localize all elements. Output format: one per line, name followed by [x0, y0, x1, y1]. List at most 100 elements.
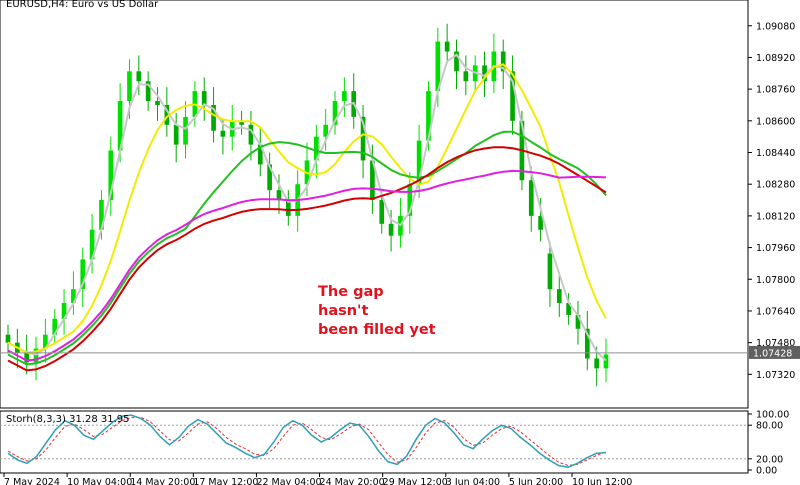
- main-pane: [0, 23, 748, 387]
- price-tick-label: 1.09080: [756, 21, 795, 32]
- stoch-tick-label: 0.00: [756, 466, 777, 477]
- candle-body: [314, 136, 319, 161]
- time-tick-label: 29 May 12:00: [383, 477, 448, 485]
- stoch-pane-frame: [0, 410, 749, 474]
- candle-body: [136, 71, 142, 82]
- candle-body: [164, 104, 170, 125]
- time-tick-label: 7 May 2024: [4, 477, 60, 485]
- stoch-tick-label: 100.00: [756, 410, 789, 421]
- candle-body: [435, 41, 441, 92]
- time-tick-label: 10 Jun 12:00: [572, 477, 632, 485]
- candle-body: [52, 318, 58, 335]
- ma-red-line: [7, 146, 607, 372]
- ma-gray-line: [7, 53, 607, 362]
- ma-magenta-line: [7, 169, 607, 362]
- candle-body: [80, 259, 86, 290]
- candle-body: [323, 124, 329, 137]
- candle-body: [584, 328, 590, 359]
- price-tick-label: 1.08600: [756, 116, 795, 127]
- candle-body: [155, 101, 160, 105]
- candle-body: [547, 253, 553, 290]
- price-tick-label: 1.07480: [756, 338, 795, 349]
- candle-body: [528, 180, 534, 216]
- candle-body: [332, 101, 338, 125]
- price-tick-label: 1.07960: [756, 243, 795, 254]
- annotation-line-2: been filled yet: [318, 322, 436, 338]
- candle-body: [575, 314, 581, 329]
- candle-body: [145, 81, 151, 102]
- candle-body: [173, 124, 179, 145]
- price-tick-label: 1.08920: [756, 53, 795, 64]
- candle-body: [267, 164, 272, 191]
- candle-body: [342, 91, 347, 102]
- ma-green-line: [7, 130, 607, 366]
- candle-body: [257, 144, 263, 165]
- candle-body: [201, 91, 207, 105]
- candle-body: [594, 358, 599, 369]
- gap-annotation: The gap hasn't been filled yet: [318, 283, 438, 340]
- candle-body: [556, 289, 562, 304]
- candle-body: [454, 51, 459, 72]
- candle-body: [379, 200, 385, 224]
- stoch-tick-label: 80.00: [756, 421, 783, 432]
- stochastic-label: Storh(8,3,3) 31.28 31.95: [6, 414, 130, 425]
- candle-body: [416, 140, 422, 185]
- candle-body: [127, 71, 132, 102]
- candle-body: [99, 200, 104, 230]
- candle-body: [61, 303, 67, 319]
- candle-body: [117, 101, 123, 151]
- symbol-label: EURUSD,H4:: [6, 0, 69, 10]
- current-price-label: 1.07428: [753, 348, 792, 359]
- candle-body: [276, 190, 282, 201]
- candle-body: [360, 116, 366, 161]
- candle-body: [5, 334, 11, 343]
- candle-body: [183, 116, 188, 145]
- time-tick-label: 24 May 20:00: [320, 477, 385, 485]
- time-tick-label: 3 Jun 04:00: [446, 477, 500, 485]
- axes: 1.09080 1.08920 1.08760 1.08600 1.08440 1.082…: [3, 21, 800, 485]
- candle-body: [89, 229, 95, 260]
- annotation-line-1: The gap hasn't: [318, 284, 384, 319]
- time-tick-label: 22 May 04:00: [256, 477, 321, 485]
- stoch-signal-line: [7, 416, 607, 467]
- symbol-description: Euro vs US Dollar: [71, 0, 159, 10]
- candle-body: [239, 120, 244, 125]
- current-price-box: [749, 345, 800, 359]
- stoch-tick-label: 20.00: [756, 454, 783, 465]
- price-tick-label: 1.08280: [756, 180, 795, 191]
- price-tick-label: 1.08120: [756, 211, 795, 222]
- price-tick-label: 1.08760: [756, 85, 795, 96]
- time-tick-label: 5 Jun 20:00: [509, 477, 563, 485]
- candle-body: [285, 200, 291, 216]
- time-tick-label: 17 May 12:00: [193, 477, 258, 485]
- time-tick-label: 14 May 20:00: [130, 477, 195, 485]
- candle-body: [43, 334, 48, 349]
- candle-body: [444, 41, 450, 52]
- ma-yellow-line: [7, 63, 607, 354]
- candle-body: [388, 223, 394, 236]
- time-tick-label: 10 May 04:00: [67, 477, 132, 485]
- chart-header: EURUSD,H4: Euro vs US Dollar: [6, 0, 158, 10]
- candle-body: [211, 104, 216, 131]
- candle-body: [108, 150, 114, 201]
- candle-body: [220, 130, 226, 137]
- candle-body: [538, 215, 543, 230]
- price-tick-label: 1.08440: [756, 148, 795, 159]
- candle-body: [603, 354, 609, 369]
- price-tick-label: 1.07640: [756, 306, 795, 317]
- candle-body: [510, 71, 515, 121]
- candle-body: [566, 303, 571, 315]
- candle-body: [24, 352, 30, 363]
- candle-body: [370, 160, 375, 201]
- candle-body: [248, 124, 254, 145]
- candle-body: [407, 184, 413, 216]
- price-tick-label: 1.07320: [756, 370, 795, 381]
- candle-body: [482, 65, 487, 82]
- candle-body: [463, 71, 469, 82]
- candle-body: [426, 91, 431, 141]
- price-tick-label: 1.07800: [756, 275, 795, 286]
- stoch-main-line: [7, 414, 607, 468]
- stoch-pane: [0, 414, 748, 468]
- candle-body: [71, 289, 76, 304]
